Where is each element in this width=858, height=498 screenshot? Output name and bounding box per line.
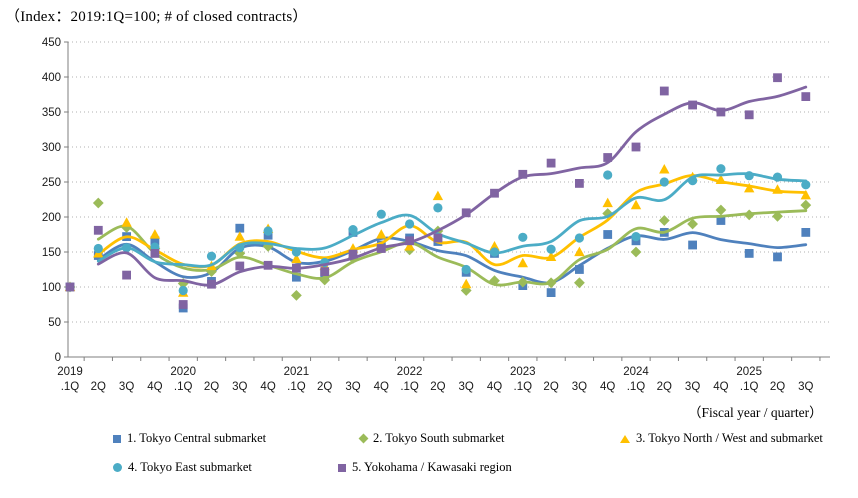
axis-tick-label: 2Q	[317, 381, 332, 393]
legend-label: 3. Tokyo North / West and submarket	[636, 431, 823, 445]
axis-tick-label: .1Q	[514, 381, 533, 393]
axis-tick-label: 2020	[170, 366, 196, 378]
axis-tick-label: 2022	[397, 366, 423, 378]
legend-label: 5. Yokohama / Kawasaki region	[352, 460, 512, 474]
legend-item-yokohama-kawasaki: 5. Yokohama / Kawasaki region	[338, 460, 512, 475]
chart-title: （Index：2019:1Q=100; # of closed contract…	[5, 9, 308, 25]
axis-tick-label: .1Q	[174, 381, 193, 393]
axis-tick-label: 2021	[284, 366, 310, 378]
axis-tick-label: 2024	[623, 366, 649, 378]
axis-tick-label: 2023	[510, 366, 536, 378]
axis-tick-label: 3Q	[119, 381, 134, 393]
legend-item-tokyo-central: 1. Tokyo Central submarket	[113, 431, 266, 446]
legend-item-tokyo-north-west: 3. Tokyo North / West and submarket	[620, 431, 823, 446]
legend-item-tokyo-south: 2. Tokyo South submarket	[358, 431, 505, 446]
axis-tick-label: 3Q	[685, 381, 700, 393]
blue-square-marker-icon	[113, 434, 121, 443]
series-5-markers	[65, 73, 811, 309]
axis-tick-label: 2019	[57, 366, 83, 378]
plot-area: 0 50 100 150 200 250 300 350 400 450 .1Q 2Q 3Q 4Q .1Q 2…	[42, 37, 830, 393]
axis-tick-label: 4Q	[487, 381, 502, 393]
axis-tick-label: 4Q	[260, 381, 275, 393]
axis-tick-label: 300	[42, 142, 61, 154]
axis-tick-label: 2Q	[657, 381, 672, 393]
axis-tick-label: 4Q	[147, 381, 162, 393]
axes	[64, 41, 830, 361]
legend-item-tokyo-east: 4. Tokyo East submarket	[113, 460, 252, 475]
axis-tick-label: 350	[42, 107, 61, 119]
series-5-square	[96, 85, 808, 287]
axis-tick-label: 2Q	[543, 381, 558, 393]
axis-tick-label: 150	[42, 247, 61, 259]
axis-tick-label: .1Q	[61, 381, 80, 393]
legend-label: 1. Tokyo Central submarket	[127, 431, 267, 445]
axis-tick-label: 2Q	[91, 381, 106, 393]
axis-labels: 0 50 100 150 200 250 300 350 400 450 .1Q 2Q 3Q 4Q .1Q 2…	[42, 37, 814, 393]
purple-square-marker-icon	[338, 463, 346, 472]
axis-tick-label: .1Q	[627, 381, 646, 393]
axis-tick-label: 4Q	[374, 381, 389, 393]
axis-tick-label: 3Q	[459, 381, 474, 393]
axis-tick-label: 2025	[736, 366, 762, 378]
axis-tick-label: 2Q	[204, 381, 219, 393]
axis-tick-label: 0	[55, 352, 61, 364]
legend-label: 2. Tokyo South submarket	[373, 431, 505, 445]
axis-tick-label: .1Q	[740, 381, 759, 393]
axis-tick-label: 450	[42, 37, 61, 49]
axis-tick-label: 3Q	[232, 381, 247, 393]
axis-tick-label: .1Q	[400, 381, 419, 393]
axis-tick-label: .1Q	[287, 381, 306, 393]
green-diamond-marker-icon	[358, 433, 369, 444]
axis-tick-label: 3Q	[798, 381, 813, 393]
series-5-trend-line	[96, 85, 808, 287]
axis-tick-label: 100	[42, 282, 61, 294]
axis-tick-label: 50	[48, 317, 61, 329]
yellow-triangle-marker-icon	[620, 434, 630, 443]
axis-tick-label: 4Q	[600, 381, 615, 393]
axis-tick-label: 2Q	[770, 381, 785, 393]
axis-tick-label: 200	[42, 212, 61, 224]
axis-tick-label: 2Q	[430, 381, 445, 393]
axis-tick-label: 3Q	[572, 381, 587, 393]
x-axis-caption: （Fiscal year / quarter）	[688, 405, 823, 420]
axis-tick-label: 400	[42, 72, 61, 84]
axis-tick-label: 250	[42, 177, 61, 189]
axis-tick-label: 3Q	[345, 381, 360, 393]
axis-tick-label: 4Q	[713, 381, 728, 393]
teal-circle-marker-icon	[113, 463, 122, 472]
legend-label: 4. Tokyo East submarket	[128, 460, 252, 474]
